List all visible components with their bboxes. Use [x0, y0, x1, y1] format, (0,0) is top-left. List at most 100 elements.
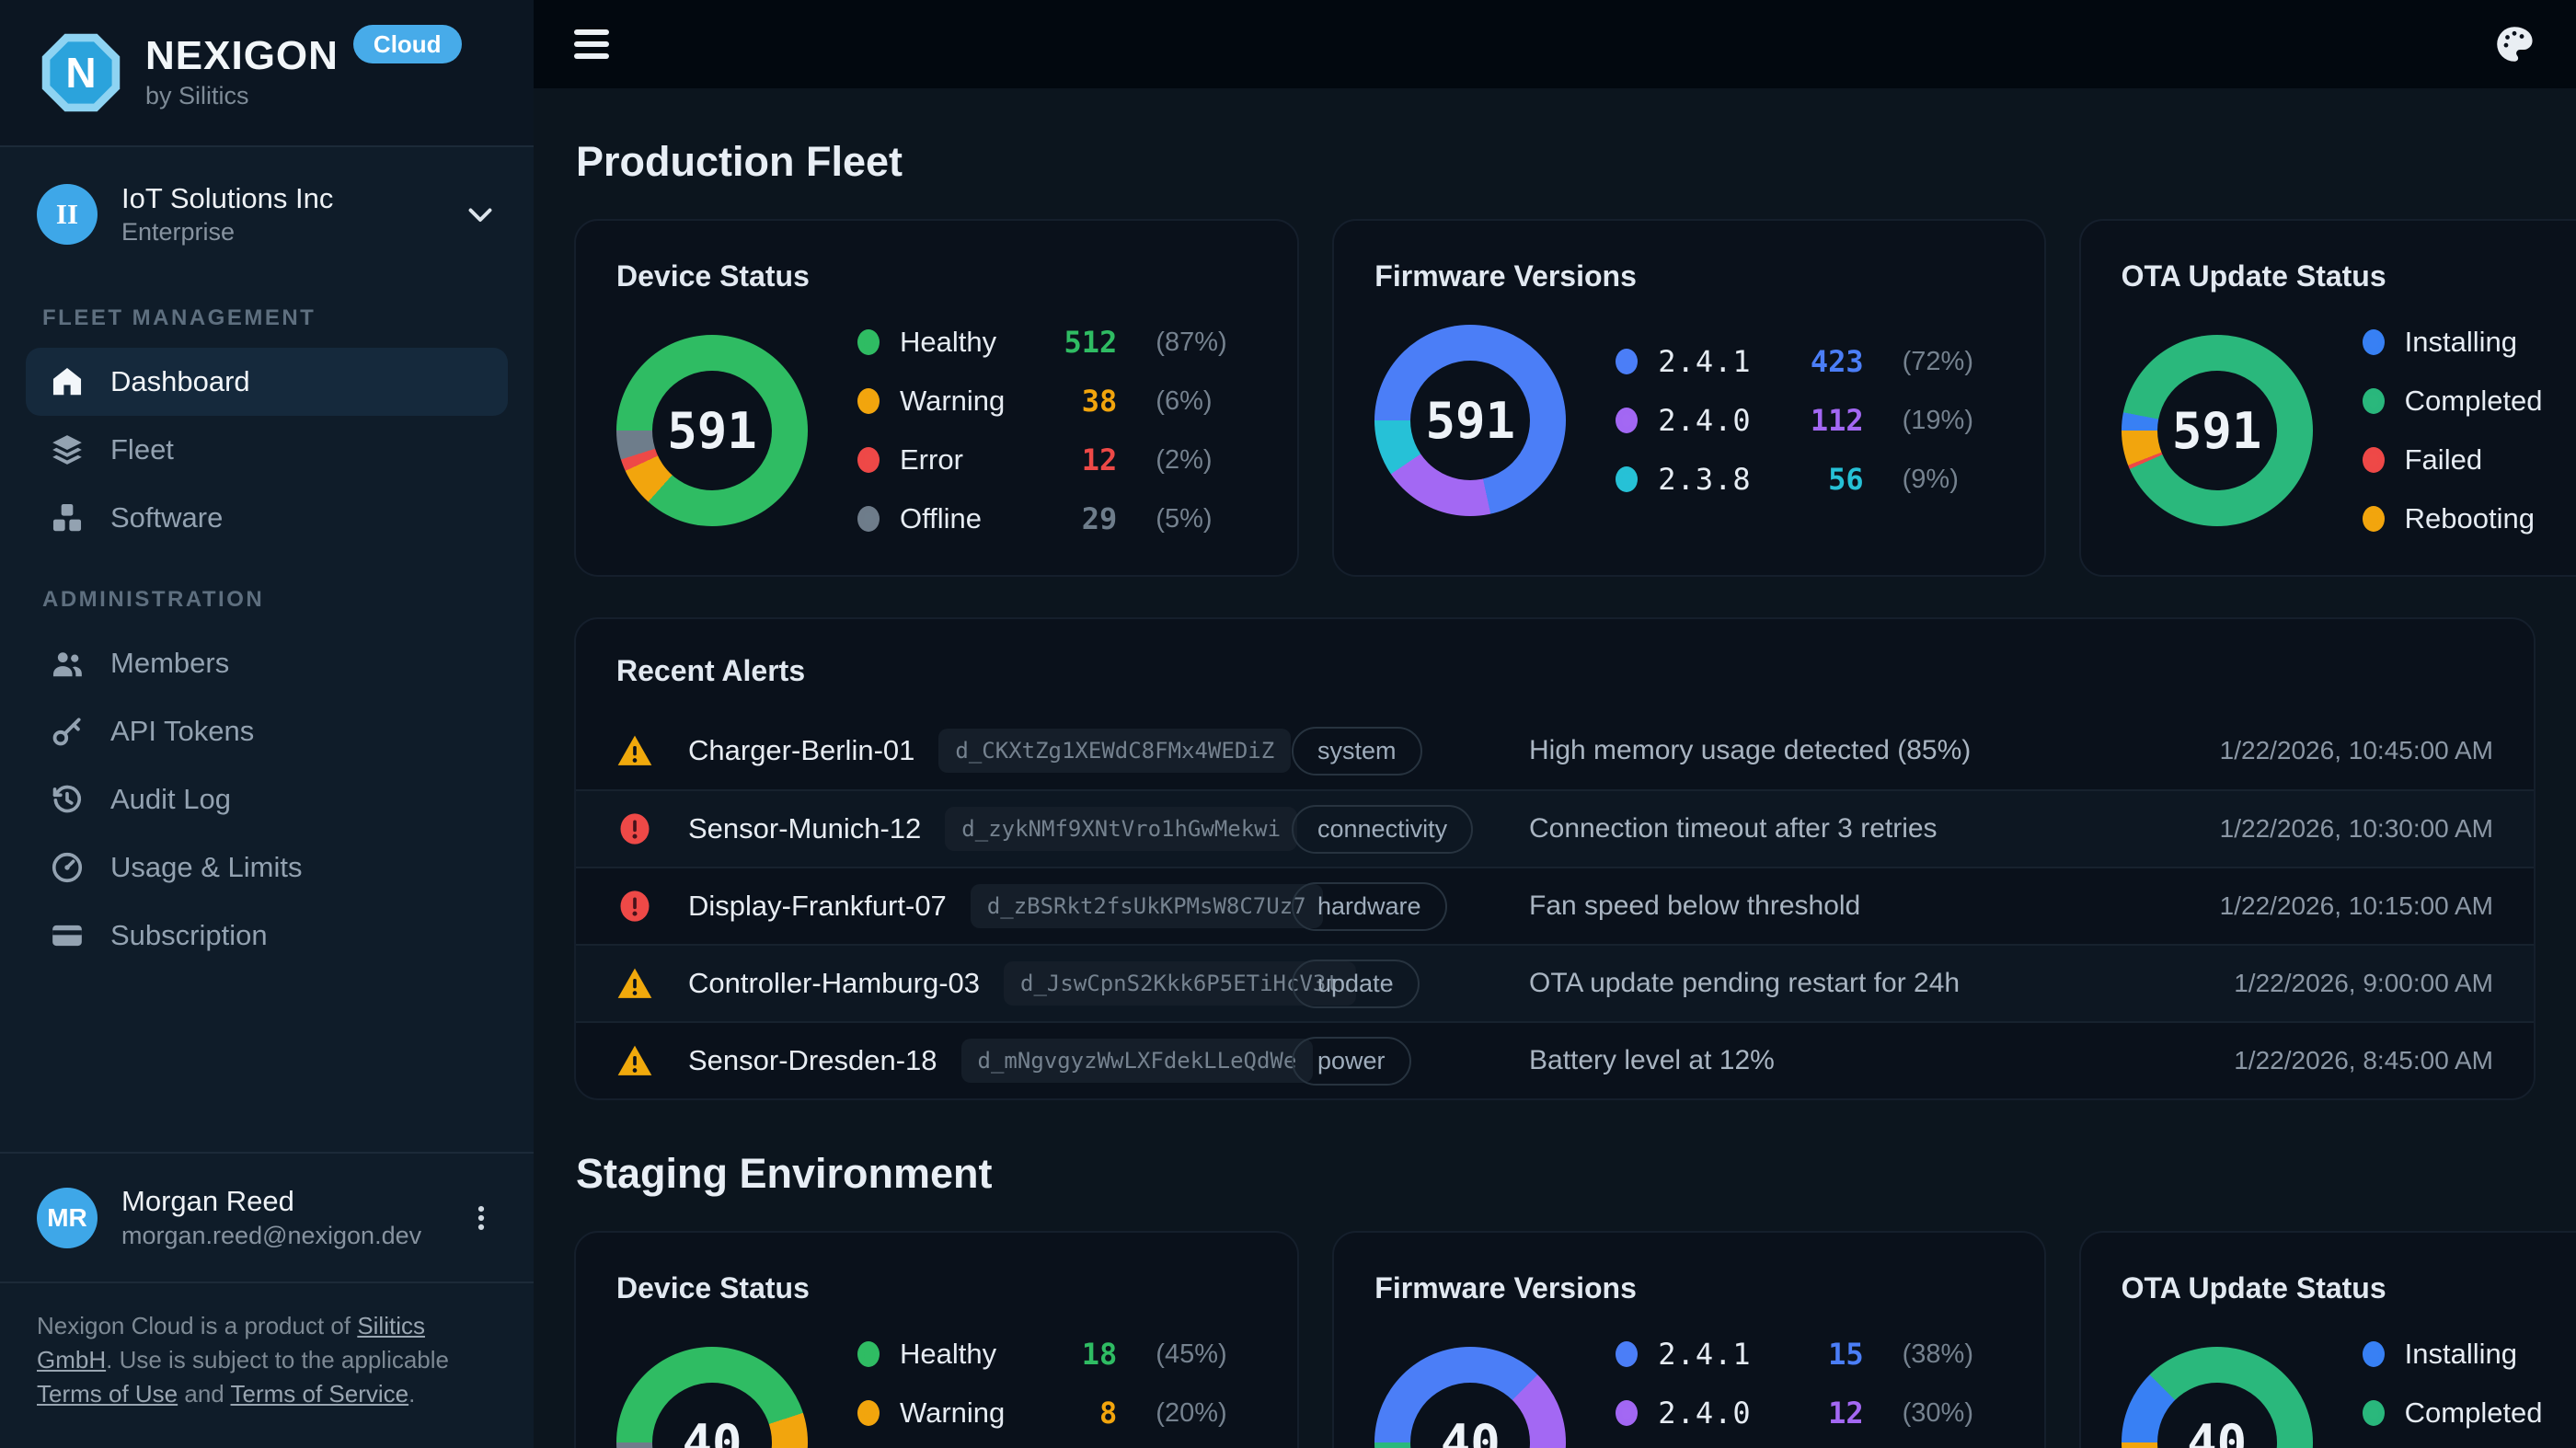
legend-percent: (45%) — [1156, 1339, 1227, 1369]
sidebar-item-label: Subscription — [110, 919, 268, 951]
legend-label: Installing — [2404, 1338, 2517, 1370]
home-icon — [50, 364, 85, 399]
legend-label: Rebooting — [2404, 502, 2535, 534]
sidebar-item-label: Dashboard — [110, 365, 250, 397]
legend-row: 2.4.1 15 (38%) — [1616, 1337, 2003, 1372]
legal-footer: Nexigon Cloud is a product of Silitics G… — [0, 1281, 534, 1448]
legend: 2.4.1 15 (38%) 2.4.0 12 (30%) 2.3.8 8 (2… — [1616, 1337, 2003, 1448]
main-content: Production Fleet Device Status 591 Healt… — [534, 88, 2576, 1448]
sidebar-item-label: API Tokens — [110, 715, 255, 747]
legend-value: 29 — [1081, 501, 1118, 536]
donut-chart: 40 — [616, 1347, 808, 1448]
brand-name: NEXIGON — [145, 32, 339, 78]
sidebar-item-software[interactable]: Software — [26, 484, 508, 552]
sidebar-item-audit-log[interactable]: Audit Log — [26, 765, 508, 833]
legend-percent: (20%) — [1156, 1397, 1227, 1428]
alert-row[interactable]: Sensor-Munich-12 d_zykNMf9XNtVro1hGwMekw… — [576, 789, 2534, 867]
alert-row[interactable]: Sensor-Dresden-18 d_mNgvgyzWwLXFdekLLeQd… — [576, 1021, 2534, 1098]
alert-row[interactable]: Controller-Hamburg-03 d_JswCpnS2Kkk6P5ET… — [576, 944, 2534, 1021]
alert-timestamp: 1/22/2026, 10:45:00 AM — [2219, 736, 2493, 764]
legend-row: Warning 8 (20%) — [857, 1396, 1257, 1431]
legend-marker-icon — [857, 1341, 880, 1367]
legend-marker-icon — [2362, 329, 2385, 355]
legend-marker-icon — [1616, 1341, 1639, 1367]
legend-row: Installing 5 (13%) — [2362, 1337, 2576, 1372]
legend-percent: (2%) — [1156, 444, 1213, 475]
donut-chart: 591 — [1374, 325, 1567, 516]
device-name: Charger-Berlin-01 — [688, 734, 915, 766]
user-name: Morgan Reed — [121, 1185, 294, 1218]
device-name: Controller-Hamburg-03 — [688, 967, 981, 999]
legend-value: 5 — [2563, 1337, 2576, 1372]
sidebar-item-fleet[interactable]: Fleet — [26, 416, 508, 484]
sidebar-item-subscription[interactable]: Subscription — [26, 902, 508, 970]
kebab-menu-icon[interactable] — [466, 1202, 497, 1234]
card-device-status: Device Status 40 Healthy 18 (45%) Warnin… — [574, 1231, 1300, 1448]
hamburger-menu-icon[interactable] — [574, 29, 609, 59]
palette-icon[interactable] — [2493, 23, 2536, 65]
credit-card-icon — [50, 918, 85, 953]
donut-total: 591 — [1425, 391, 1516, 450]
sidebar-item-members[interactable]: Members — [26, 629, 508, 697]
legend-marker-icon — [857, 506, 880, 532]
donut-chart: 40 — [2121, 1347, 2313, 1448]
org-selector[interactable]: II IoT Solutions Inc Enterprise — [0, 147, 534, 270]
legend-value: 38 — [1081, 384, 1118, 419]
legend-value: 15 — [1828, 1337, 1864, 1372]
legend-value: 112 — [1810, 403, 1864, 438]
footer-link-terms-of-use[interactable]: Terms of Use — [37, 1380, 178, 1408]
legend-marker-icon — [1616, 466, 1639, 492]
logo-letter: N — [65, 49, 97, 97]
gauge-icon — [50, 850, 85, 885]
recent-alerts-card: Recent Alerts Charger-Berlin-01 d_CKXtZg… — [574, 617, 2536, 1100]
footer-link-silitics-gmbh[interactable]: Silitics GmbH — [37, 1312, 425, 1374]
user-email: morgan.reed@nexigon.dev — [121, 1222, 422, 1250]
legend-percent: (19%) — [1902, 405, 1973, 435]
nexigon-logo-icon: N — [41, 33, 121, 112]
error-icon — [616, 810, 653, 847]
brand-header: N NEXIGON Cloud by Silitics — [0, 0, 534, 147]
card-title: Device Status — [616, 259, 810, 293]
alert-row[interactable]: Charger-Berlin-01 d_CKXtZg1XEWdC8FMx4WED… — [576, 712, 2534, 789]
topbar — [534, 0, 2576, 88]
card-title: OTA Update Status — [2121, 1271, 2386, 1304]
alert-tag: connectivity — [1292, 804, 1474, 854]
legend-marker-icon — [2362, 447, 2385, 473]
footer-link-terms-of-service[interactable]: Terms of Service — [230, 1380, 409, 1408]
user-menu[interactable]: MR Morgan Reed morgan.reed@nexigon.dev — [0, 1152, 534, 1281]
donut-total: 40 — [1440, 1413, 1501, 1448]
legend-value: 18 — [1081, 1337, 1118, 1372]
user-avatar: MR — [37, 1187, 98, 1248]
legend-label: Completed — [2404, 1396, 2543, 1429]
donut-total: 591 — [2171, 401, 2262, 460]
legend-marker-icon — [1616, 349, 1639, 374]
legend-marker-icon — [2362, 1400, 2385, 1426]
legend-label: Healthy — [900, 1338, 997, 1370]
legend: 2.4.1 423 (72%) 2.4.0 112 (19%) 2.3.8 56… — [1616, 344, 2003, 497]
org-avatar: II — [37, 184, 98, 245]
legend-row: Error 12 (2%) — [857, 442, 1257, 477]
legend-value: 18 — [2563, 325, 2576, 360]
section-title: Production Fleet — [576, 138, 903, 185]
legend-percent: (6%) — [1156, 385, 1213, 416]
sidebar-item-dashboard[interactable]: Dashboard — [26, 348, 508, 416]
legend-row: Failed 4 (1%) — [2362, 442, 2576, 477]
sidebar-item-usage-limits[interactable]: Usage & Limits — [26, 833, 508, 902]
legend-label: 2.4.1 — [1658, 1337, 1752, 1372]
legend-label: 2.4.1 — [1658, 344, 1752, 379]
cubes-icon — [50, 500, 85, 535]
brand-text: NEXIGON Cloud by Silitics — [145, 24, 462, 110]
donut-chart: 591 — [2121, 335, 2313, 526]
device-name: Sensor-Munich-12 — [688, 812, 922, 845]
alert-row[interactable]: Display-Frankfurt-07 d_zBSRkt2fsUkKPMsW8… — [576, 867, 2534, 944]
card-title: Firmware Versions — [1374, 1271, 1637, 1304]
sidebar-item-api-tokens[interactable]: API Tokens — [26, 697, 508, 765]
alert-timestamp: 1/22/2026, 10:15:00 AM — [2219, 891, 2493, 920]
alert-tag: hardware — [1292, 881, 1447, 931]
alert-tag: system — [1292, 726, 1422, 776]
key-icon — [50, 714, 85, 749]
legend-value: 534 — [2563, 384, 2576, 419]
legend-label: Healthy — [900, 326, 997, 358]
legend-row: 2.3.8 56 (9%) — [1616, 462, 2003, 497]
layers-icon — [50, 432, 85, 467]
